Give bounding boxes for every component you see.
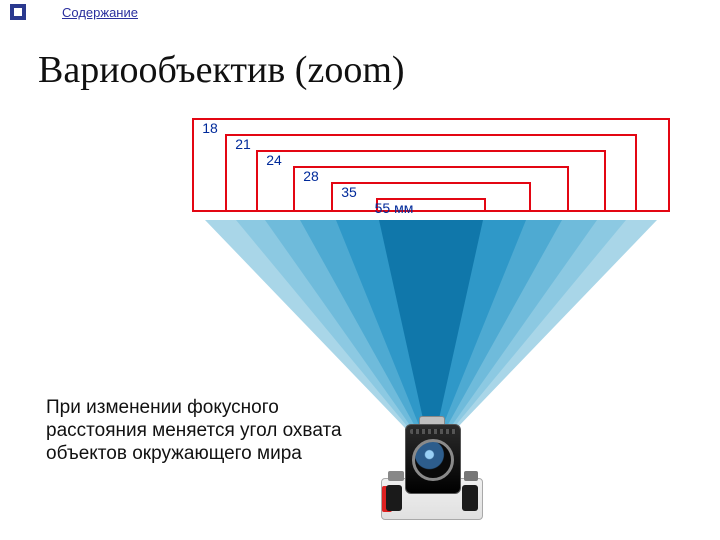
body-text: При изменении фокусного расстояния меняе…	[46, 396, 346, 466]
camera-grip-right	[462, 485, 478, 511]
camera-grip-left	[386, 485, 402, 511]
focal-label-28: 28	[303, 168, 319, 184]
focal-label-35: 35	[341, 184, 357, 200]
focal-label-24: 24	[266, 152, 282, 168]
focal-label-21: 21	[235, 136, 251, 152]
focal-label-55: 55 мм	[375, 200, 414, 216]
focal-label-18: 18	[202, 120, 218, 136]
camera-lens	[405, 424, 461, 494]
